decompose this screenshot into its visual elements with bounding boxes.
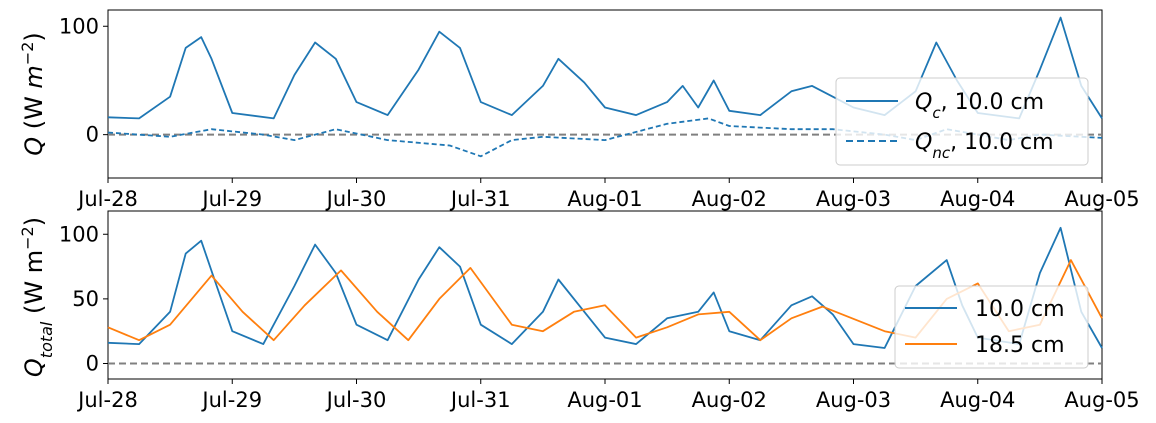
bottom-y-tick-label: 50 <box>72 287 99 311</box>
bottom-y-tick-label: 0 <box>86 351 99 375</box>
legend-label-18-5cm: 18.5 cm <box>975 333 1065 358</box>
top-legend-box <box>835 77 1089 166</box>
bottom-series-line-0 <box>107 226 1103 349</box>
legend-label-qnc: Qnc, 10.0 cm <box>915 130 1054 162</box>
bottom-x-tick-label: Jul-30 <box>325 388 387 412</box>
top-x-tick-label: Aug-03 <box>816 187 891 211</box>
top-x-tick-label: Aug-04 <box>940 187 1015 211</box>
top-x-tick-label: Aug-02 <box>692 187 767 211</box>
top-y-tick-label: 100 <box>59 14 99 38</box>
top-x-tick-label: Jul-28 <box>76 187 138 211</box>
bottom-x-tick-label: Aug-03 <box>816 388 891 412</box>
bottom-legend-box <box>894 285 1089 369</box>
top-y-axis-label: Q (W m−2) <box>18 32 49 156</box>
top-series-line-0 <box>107 16 1103 120</box>
bottom-y-ticks: 0 50 100 <box>59 222 108 375</box>
bottom-legend: 10.0 cm 18.5 cm <box>894 285 1089 369</box>
top-legend: Qc, 10.0 cm Qnc, 10.0 cm <box>835 77 1089 166</box>
bottom-x-tick-label: Jul-31 <box>449 388 511 412</box>
legend-label-qc: Qc, 10.0 cm <box>915 90 1044 122</box>
bottom-y-tick-label: 100 <box>59 222 99 246</box>
top-x-tick-label: Jul-31 <box>449 187 511 211</box>
bottom-x-tick-label: Jul-28 <box>76 388 138 412</box>
top-y-ticks: 0 100 <box>59 14 108 147</box>
legend-label-10cm: 10.0 cm <box>975 297 1065 322</box>
top-x-tick-label: Jul-29 <box>200 187 262 211</box>
bottom-x-tick-label: Jul-29 <box>200 388 262 412</box>
bottom-x-tick-label: Aug-01 <box>567 388 642 412</box>
bottom-x-tick-label: Aug-04 <box>940 388 1015 412</box>
top-panel: Jul-28 Jul-29 Jul-30 Jul-31 Aug-01 Aug-02 Aug-… <box>18 9 1140 211</box>
bottom-x-tick-label: Aug-05 <box>1064 388 1139 412</box>
bottom-x-tick-label: Aug-02 <box>692 388 767 412</box>
top-x-ticks: Jul-28 Jul-29 Jul-30 Jul-31 Aug-01 Aug-02 Aug-… <box>76 178 1140 211</box>
bottom-panel: Jul-28 Jul-29 Jul-30 Jul-31 Aug-01 Aug-02 Aug-… <box>18 210 1140 412</box>
top-x-tick-label: Jul-30 <box>325 187 387 211</box>
bottom-x-ticks: Jul-28 Jul-29 Jul-30 Jul-31 Aug-01 Aug-02 Aug-… <box>76 379 1140 412</box>
top-y-tick-label: 0 <box>86 123 99 147</box>
bottom-y-axis-label: Qtotal (W m−2) <box>18 217 56 377</box>
top-x-tick-label: Aug-01 <box>567 187 642 211</box>
top-x-tick-label: Aug-05 <box>1064 187 1139 211</box>
